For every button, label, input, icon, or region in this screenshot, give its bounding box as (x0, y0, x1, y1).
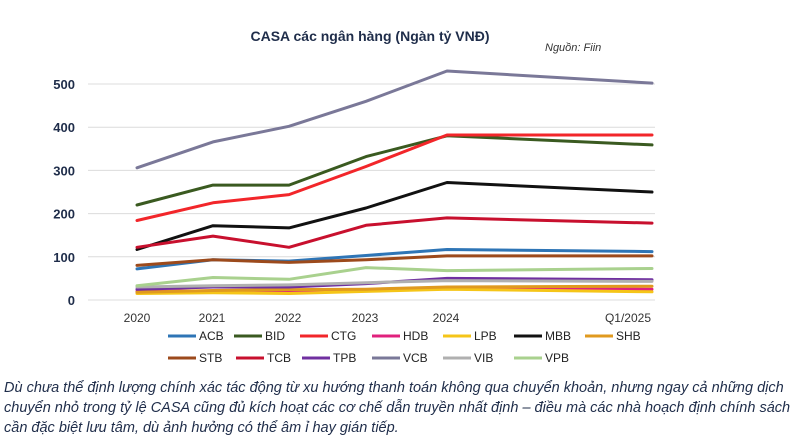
legend: ACB BID CTG HDB LPB MBB SHB STB TCB TPB VCB VIB VPB (168, 329, 641, 365)
legend-label-acb: ACB (199, 329, 224, 343)
y-tick-label: 100 (53, 250, 75, 265)
legend-label-ctg: CTG (331, 329, 356, 343)
x-tick-label: 2024 (433, 311, 460, 325)
x-tick-label: 2023 (352, 311, 379, 325)
series-line-vcb (135, 69, 654, 170)
series-line-stb (135, 254, 654, 267)
legend-label-shb: SHB (616, 329, 641, 343)
y-tick-label: 500 (53, 77, 75, 92)
casa-line-chart: CASA các ngân hàng (Ngàn tỷ VNĐ) Nguồn: … (53, 28, 655, 365)
x-tick-label: Q1/2025 (605, 311, 651, 325)
series-line-mbb (135, 181, 654, 251)
series-line-lpb (135, 287, 654, 295)
legend-label-hdb: HDB (403, 329, 428, 343)
series-line-vib (135, 279, 654, 289)
x-tick-label: 2022 (275, 311, 302, 325)
series-line-tcb (135, 216, 654, 249)
series-line-ctg (135, 133, 654, 222)
y-tick-label: 0 (68, 293, 75, 308)
y-tick-label: 300 (53, 163, 75, 178)
series-line-bid (135, 134, 654, 207)
series-lines (135, 69, 654, 295)
y-tick-label: 200 (53, 207, 75, 222)
gridlines (88, 83, 655, 301)
series-line-shb (135, 284, 654, 294)
legend-label-vib: VIB (474, 351, 493, 365)
legend-label-tcb: TCB (267, 351, 291, 365)
chart-title: CASA các ngân hàng (Ngàn tỷ VNĐ) (250, 28, 489, 44)
x-tick-label: 2020 (124, 311, 151, 325)
legend-label-tpb: TPB (333, 351, 356, 365)
y-axis-ticks: 0 100 200 300 400 500 (53, 77, 75, 308)
y-tick-label: 400 (53, 120, 75, 135)
legend-label-vpb: VPB (545, 351, 569, 365)
legend-label-vcb: VCB (403, 351, 428, 365)
x-axis-ticks: 2020 2021 2022 2023 2024 Q1/2025 (124, 311, 652, 325)
caption-text: Dù chưa thể định lượng chính xác tác độn… (4, 380, 791, 436)
legend-label-bid: BID (265, 329, 285, 343)
series-line-vpb (135, 266, 654, 288)
chart-source: Nguồn: Fiin (545, 42, 601, 54)
legend-label-lpb: LPB (474, 329, 497, 343)
legend-label-mbb: MBB (545, 329, 571, 343)
x-tick-label: 2021 (199, 311, 226, 325)
legend-label-stb: STB (199, 351, 222, 365)
